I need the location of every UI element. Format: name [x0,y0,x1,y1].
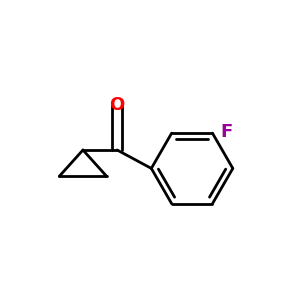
Text: O: O [110,96,125,114]
Text: F: F [220,123,232,141]
